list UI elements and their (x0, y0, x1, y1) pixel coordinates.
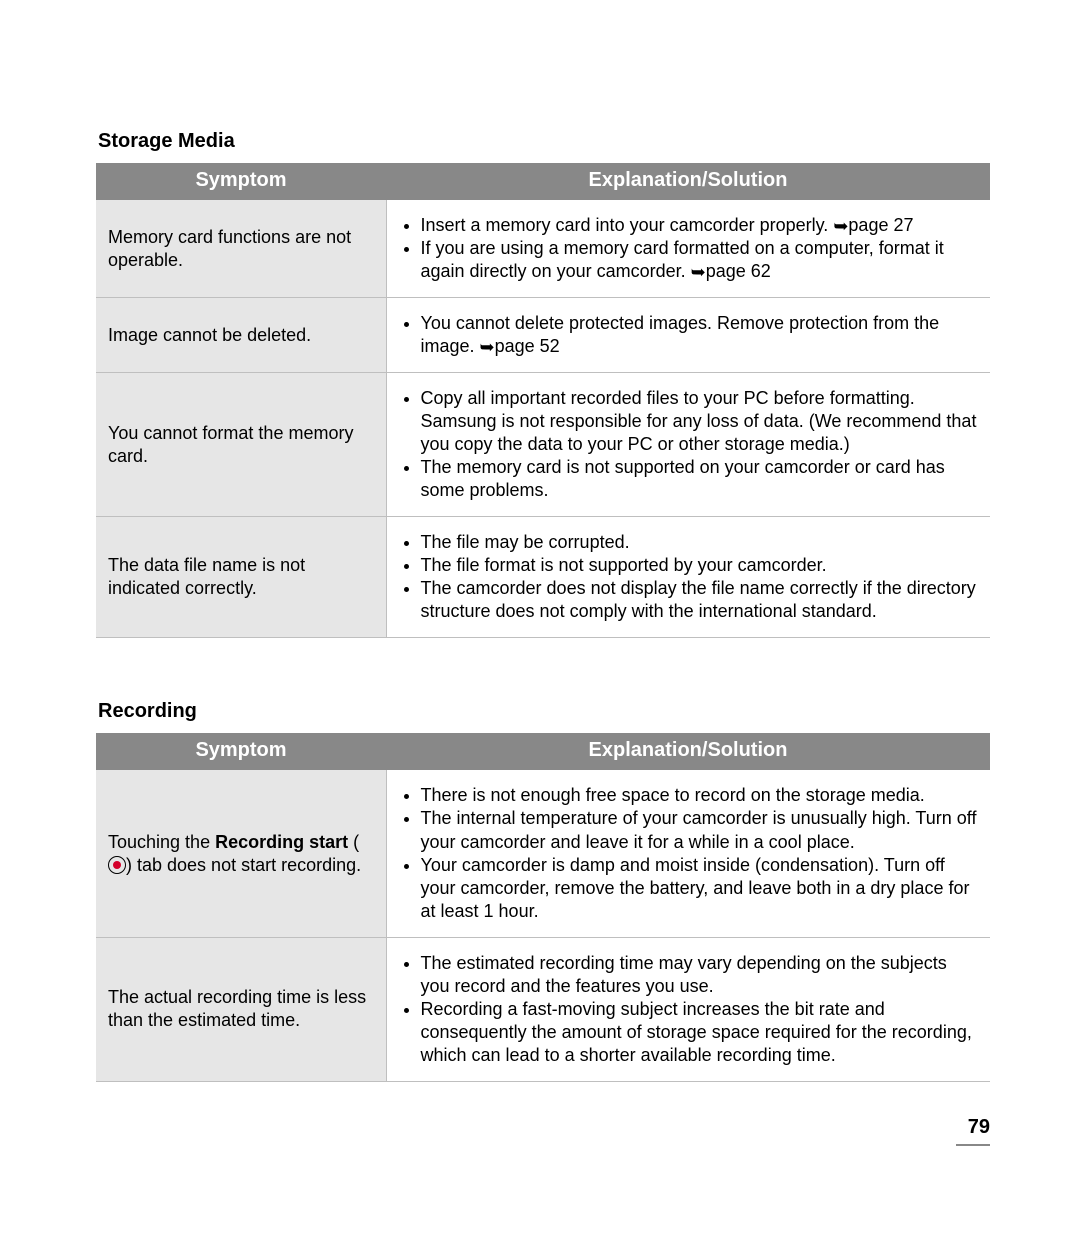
solution-item: The file may be corrupted. (421, 531, 979, 554)
symptom-cell: Image cannot be deleted. (96, 298, 386, 373)
column-header-symptom: Symptom (96, 163, 386, 200)
explanation-cell: Insert a memory card into your camcorder… (386, 200, 990, 298)
solution-item: The estimated recording time may vary de… (421, 952, 979, 998)
section-title-storage: Storage Media (98, 130, 990, 153)
explanation-cell: You cannot delete protected images. Remo… (386, 298, 990, 373)
arrow-icon: ➥ (833, 215, 848, 238)
column-header-explanation: Explanation/Solution (386, 163, 990, 200)
symptom-cell: You cannot format the memory card. (96, 373, 386, 517)
solution-item: The internal temperature of your camcord… (421, 807, 979, 853)
bold-text: Recording start (215, 832, 348, 852)
page-number-underline (956, 1144, 990, 1146)
table-recording: Symptom Explanation/Solution Touching th… (96, 733, 990, 1081)
explanation-cell: Copy all important recorded files to you… (386, 373, 990, 517)
record-icon (108, 856, 126, 874)
solution-item: The file format is not supported by your… (421, 554, 979, 577)
symptom-cell: The data file name is not indicated corr… (96, 517, 386, 638)
page: Storage Media Symptom Explanation/Soluti… (0, 0, 1080, 1235)
symptom-cell: The actual recording time is less than t… (96, 937, 386, 1081)
section-spacer (96, 638, 990, 700)
table-row: The data file name is not indicated corr… (96, 517, 990, 638)
table-storage-media: Symptom Explanation/Solution Memory card… (96, 163, 990, 638)
symptom-cell: Touching the Recording start () tab does… (96, 770, 386, 937)
solution-item: The camcorder does not display the file … (421, 577, 979, 623)
page-number: 79 (968, 1116, 990, 1139)
table-row: The actual recording time is less than t… (96, 937, 990, 1081)
solution-item: If you are using a memory card formatted… (421, 237, 979, 283)
arrow-icon: ➥ (691, 261, 706, 284)
solution-item: The memory card is not supported on your… (421, 456, 979, 502)
table-row: Image cannot be deleted. You cannot dele… (96, 298, 990, 373)
solution-item: Copy all important recorded files to you… (421, 387, 979, 456)
solution-item: Recording a fast-moving subject increase… (421, 998, 979, 1067)
solution-item: Insert a memory card into your camcorder… (421, 214, 979, 237)
table-row: Touching the Recording start () tab does… (96, 770, 990, 937)
section-title-recording: Recording (98, 700, 990, 723)
column-header-symptom: Symptom (96, 733, 386, 770)
arrow-icon: ➥ (480, 336, 495, 359)
explanation-cell: The file may be corrupted. The file form… (386, 517, 990, 638)
solution-item: Your camcorder is damp and moist inside … (421, 854, 979, 923)
column-header-explanation: Explanation/Solution (386, 733, 990, 770)
explanation-cell: There is not enough free space to record… (386, 770, 990, 937)
solution-item: You cannot delete protected images. Remo… (421, 312, 979, 358)
table-row: Memory card functions are not operable. … (96, 200, 990, 298)
explanation-cell: The estimated recording time may vary de… (386, 937, 990, 1081)
table-row: You cannot format the memory card. Copy … (96, 373, 990, 517)
symptom-cell: Memory card functions are not operable. (96, 200, 386, 298)
solution-item: There is not enough free space to record… (421, 784, 979, 807)
